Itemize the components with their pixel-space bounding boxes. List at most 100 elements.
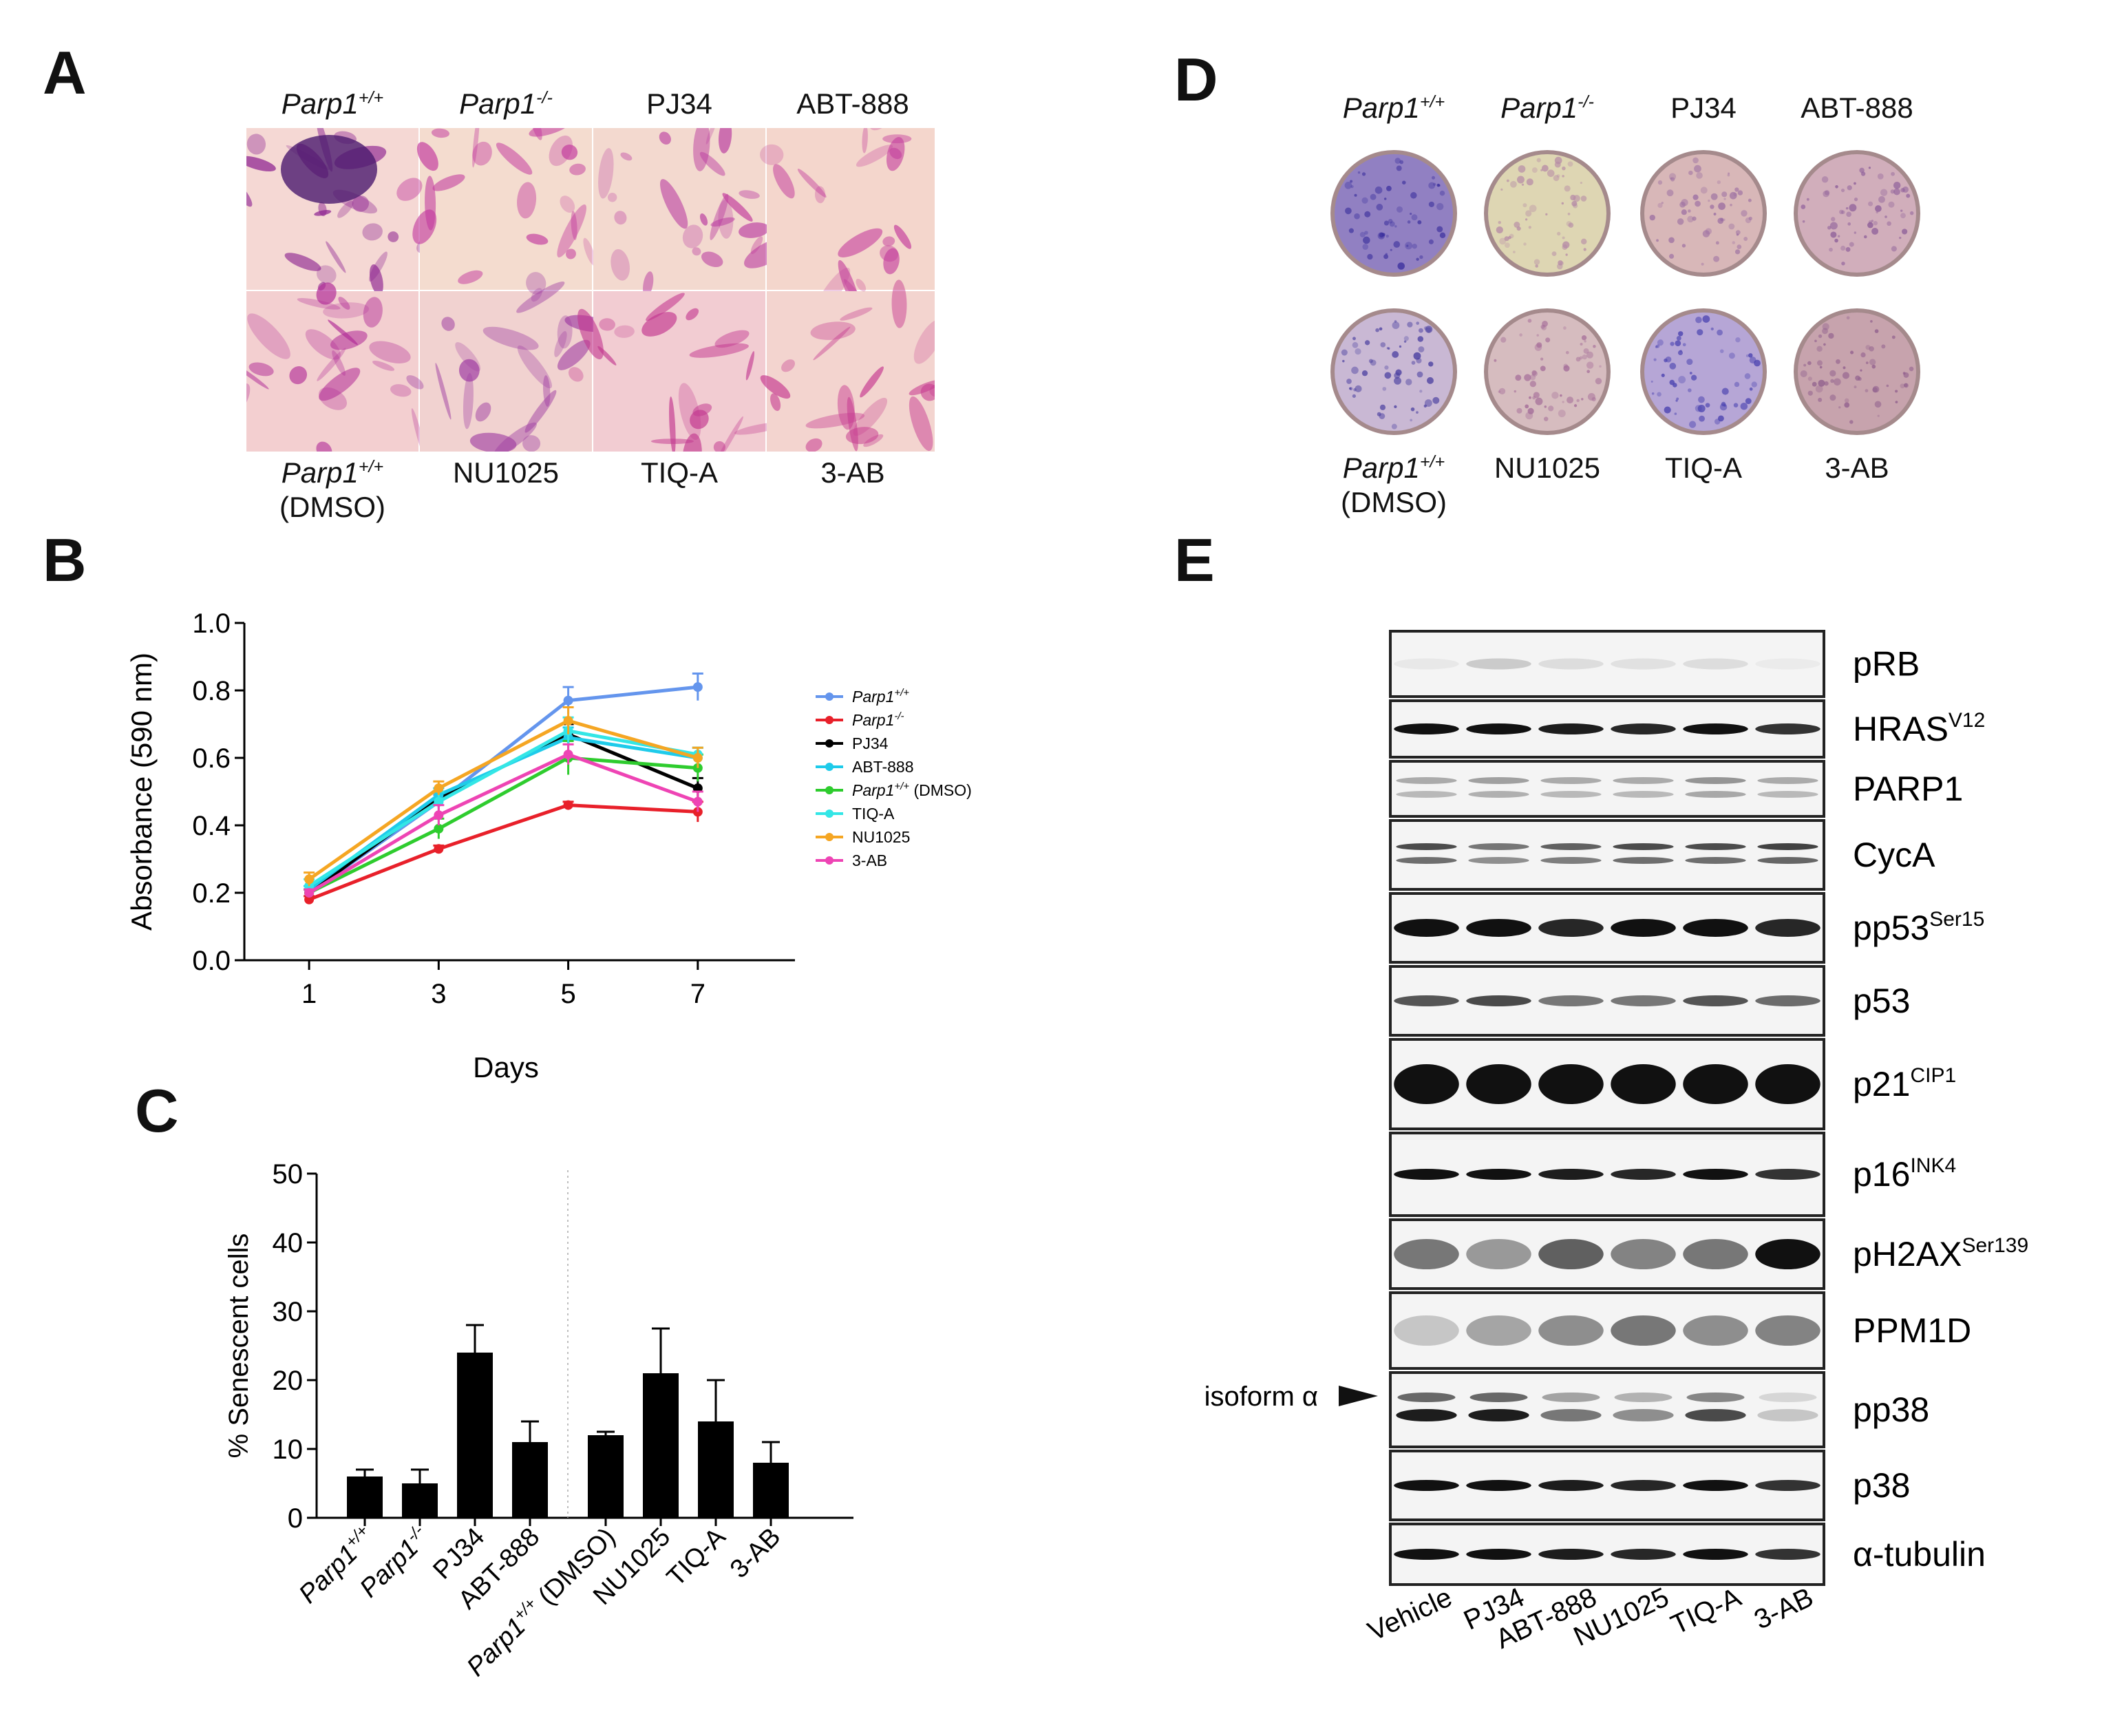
blot-band <box>1396 777 1457 784</box>
colony-dot <box>1845 246 1851 252</box>
colony-dot <box>1531 167 1538 173</box>
colony-dot <box>1551 251 1557 257</box>
colony-dot <box>1840 188 1845 193</box>
colony-dot <box>1881 344 1886 349</box>
panel-letter-b: B <box>43 526 87 594</box>
colony-dot <box>1566 221 1572 227</box>
cell-blob <box>305 329 341 360</box>
colony-dot <box>1860 369 1862 372</box>
panel-a-top-label: Parp1+/+ <box>282 87 384 121</box>
colony-dot <box>1504 236 1509 242</box>
colony-dot <box>1872 387 1878 393</box>
colony-dot <box>1560 394 1562 397</box>
colony-dot <box>1341 349 1348 356</box>
legend-label: Parp1+/+ <box>852 687 909 706</box>
colony-dot <box>1713 213 1717 215</box>
colony-dot <box>1674 412 1677 415</box>
colony-dot <box>1407 220 1411 224</box>
colony-dot <box>1728 172 1730 175</box>
cell-blob <box>690 410 709 430</box>
colony-dot <box>1580 343 1583 346</box>
cell-blob <box>607 192 617 202</box>
cell-blob <box>412 209 437 244</box>
cell-blob <box>660 179 688 229</box>
panel-d-bottom-label-base: Parp1 <box>1342 452 1420 484</box>
colony-dot <box>1354 193 1357 197</box>
colony-dot <box>1895 401 1898 404</box>
x-tick-label: 3-AB <box>725 1523 786 1584</box>
blot-band <box>1683 658 1748 670</box>
blot-strip <box>1389 1523 1825 1586</box>
data-point <box>434 810 444 821</box>
cell-blob <box>920 383 935 401</box>
colony-dot <box>1436 202 1444 211</box>
colony-dot <box>1583 248 1586 251</box>
colony-dot <box>1891 246 1897 252</box>
blot-band-label-sup: CIP1 <box>1910 1064 1956 1087</box>
colony-dot <box>1829 222 1838 230</box>
blot-strip <box>1389 1218 1825 1290</box>
data-point <box>692 682 703 692</box>
colony-dot <box>1428 201 1434 207</box>
colony-dot <box>1697 404 1706 412</box>
legend-label-base: Parp1 <box>852 711 894 729</box>
colony-dot <box>1702 315 1710 323</box>
colony-dot <box>1567 396 1574 404</box>
colony-dot <box>1849 204 1857 212</box>
cell-blob <box>560 195 575 213</box>
colony-dot <box>1567 161 1573 167</box>
colony-dot <box>1748 198 1752 202</box>
colony-dot <box>1864 235 1867 239</box>
cell-blob <box>745 350 755 381</box>
legend-marker <box>825 763 834 771</box>
colony-dot <box>1528 226 1531 229</box>
colony-dot <box>1717 415 1724 422</box>
colony-dot <box>1655 346 1658 348</box>
cell-blob <box>760 375 791 399</box>
colony-dot <box>1717 180 1721 184</box>
colony-dot <box>1653 358 1657 361</box>
data-point <box>304 894 315 904</box>
colony-dot <box>1375 328 1379 332</box>
colony-dot <box>1735 230 1741 235</box>
series-line <box>308 803 698 902</box>
blot-band <box>1397 1393 1456 1402</box>
colony-dot <box>1518 165 1526 173</box>
blot-strip <box>1389 1450 1825 1521</box>
colony-dot <box>1390 248 1392 251</box>
panel-d-bottom-label: TIQ-A <box>1665 451 1742 485</box>
blot-band-label-base: HRAS <box>1853 710 1949 748</box>
colony-dot <box>1834 238 1838 243</box>
colony-dot <box>1351 366 1359 374</box>
panel-a-bottom-label: 3-AB <box>820 456 884 490</box>
colony-dot <box>1379 327 1383 331</box>
colony-dot <box>1705 228 1712 235</box>
blot-band <box>1394 1549 1459 1560</box>
cell-blob <box>472 128 480 168</box>
cell-blob <box>805 438 822 452</box>
blot-band-label-base: PPM1D <box>1853 1311 1971 1350</box>
blot-band <box>1755 1064 1820 1104</box>
bar <box>402 1483 438 1518</box>
panel-a-top-label-sup: +/+ <box>358 88 384 107</box>
colony-dot <box>1874 329 1879 333</box>
blot-band <box>1683 1549 1748 1560</box>
colony-dot <box>1900 209 1903 212</box>
panel-letter-a: A <box>43 39 87 107</box>
colony-dot <box>1383 198 1387 200</box>
x-tick-label: 3 <box>431 979 446 1009</box>
cell-cluster <box>281 135 377 204</box>
panel-a-micrographs <box>246 128 935 452</box>
colony-dot <box>1527 407 1534 414</box>
colony-dot <box>1361 197 1368 204</box>
cell-blob <box>856 279 867 292</box>
colony-dot <box>1583 348 1589 354</box>
y-tick-label: 0.8 <box>192 676 231 706</box>
colony-dot <box>1499 237 1507 245</box>
blot-band <box>1466 1315 1531 1346</box>
legend-label-base: NU1025 <box>852 828 910 846</box>
cell-blob <box>372 360 395 371</box>
colony-dot <box>1384 365 1389 370</box>
blot-band <box>1466 919 1531 937</box>
blot-band <box>1394 1169 1459 1180</box>
